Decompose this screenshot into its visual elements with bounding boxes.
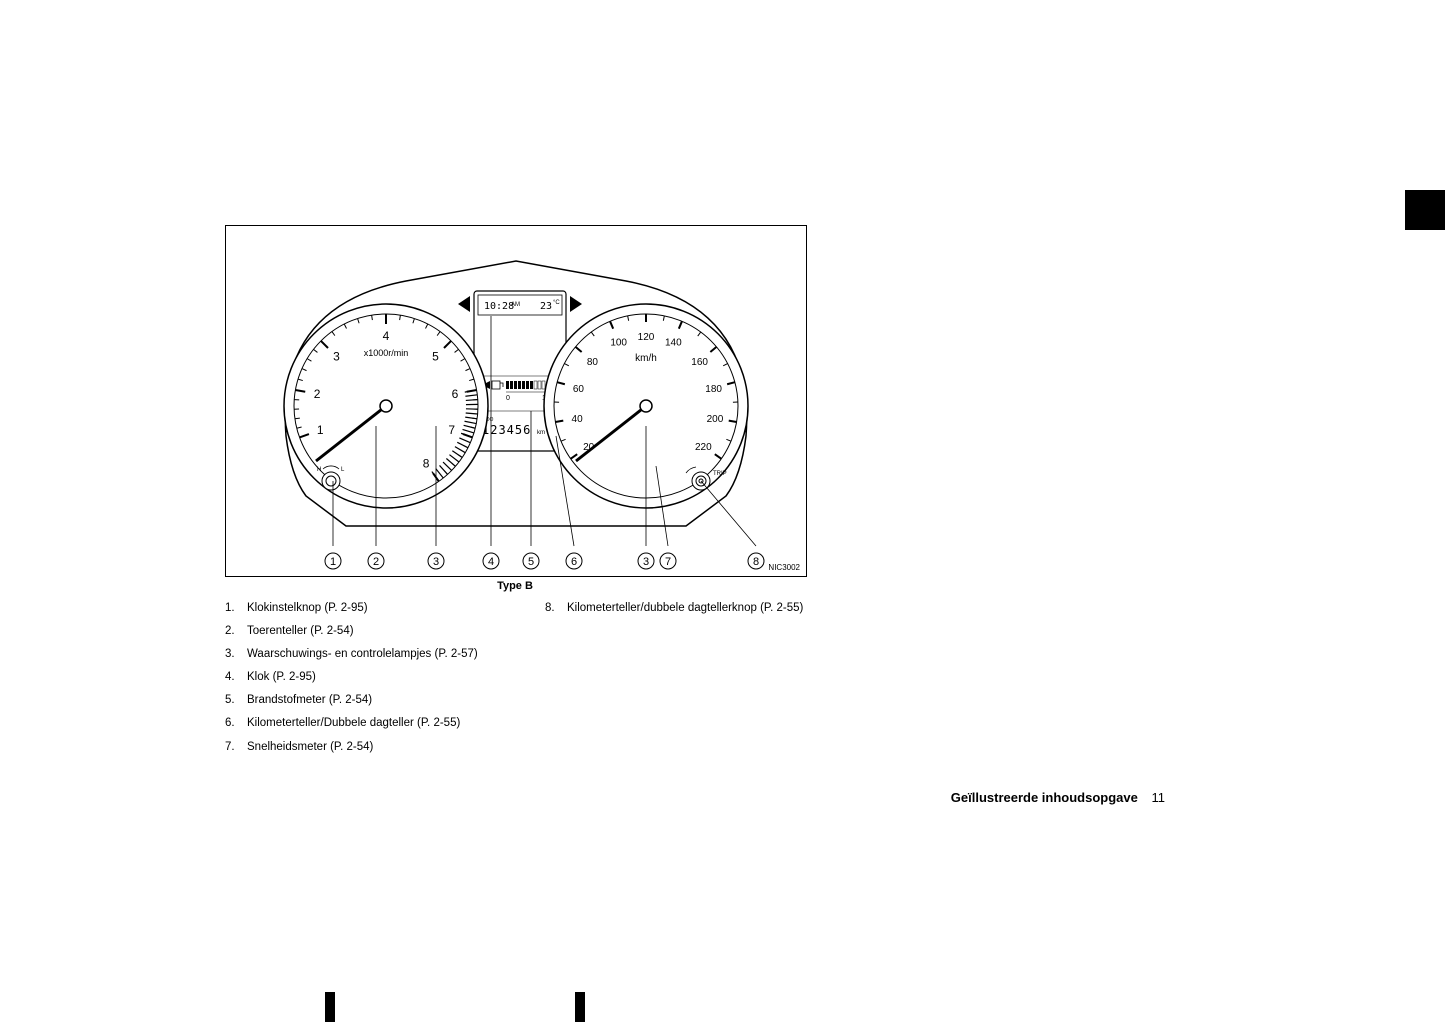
section-tab [1405,190,1445,230]
legend-text: Klokinstelknop (P. 2-95) [247,600,368,616]
fuel-zero: 0 [506,395,510,402]
legend-text: Kilometerteller/dubbele dagtellerknop (P… [567,600,803,616]
legend-text: Klok (P. 2-95) [247,669,316,685]
left-turn-arrow-icon [458,296,470,312]
legend-text: Snelheidsmeter (P. 2-54) [247,739,373,755]
legend-number: 1. [225,600,247,616]
svg-text:5: 5 [528,556,534,568]
svg-text:5: 5 [432,350,439,364]
svg-text:7: 7 [665,556,671,568]
odo-unit: km [537,430,545,436]
legend-item: 1.Klokinstelknop (P. 2-95) [225,600,525,616]
svg-text:8: 8 [753,556,759,568]
svg-text:2: 2 [314,387,321,401]
cluster-svg: 10:28 AM 23 °C [226,226,806,576]
svg-text:140: 140 [665,338,682,349]
svg-text:1: 1 [317,423,324,437]
svg-text:6: 6 [452,387,459,401]
trip-label: TRIP [713,471,727,477]
legend-number: 8. [545,600,567,616]
legend-column-2: 8.Kilometerteller/dubbele dagtellerknop … [545,600,845,762]
svg-text:H: H [317,467,321,473]
speed-unit: km/h [635,353,657,364]
clock-ampm: AM [511,302,520,308]
temp-text: 23 [540,301,552,312]
svg-text:100: 100 [610,338,627,349]
svg-text:4: 4 [383,329,390,343]
right-turn-arrow-icon [570,296,582,312]
legend-item: 6.Kilometerteller/Dubbele dagteller (P. … [225,715,525,731]
svg-text:160: 160 [691,357,708,368]
legend-item: 5.Brandstofmeter (P. 2-54) [225,692,525,708]
legend-text: Brandstofmeter (P. 2-54) [247,692,372,708]
svg-text:3: 3 [643,556,649,568]
svg-text:40: 40 [572,414,584,425]
svg-text:8: 8 [423,456,430,470]
legend-column-1: 1.Klokinstelknop (P. 2-95)2.Toerenteller… [225,600,525,762]
svg-text:120: 120 [638,332,655,343]
svg-text:2: 2 [373,556,379,568]
crop-mark [575,992,585,1022]
legend-number: 5. [225,692,247,708]
svg-text:200: 200 [707,414,724,425]
svg-text:3: 3 [433,556,439,568]
svg-text:80: 80 [587,357,599,368]
legend-text: Kilometerteller/Dubbele dagteller (P. 2-… [247,715,460,731]
tach-unit: x1000r/min [364,348,409,358]
figure-caption: Type B [225,580,805,592]
svg-text:4: 4 [488,556,494,568]
svg-text:1: 1 [330,556,336,568]
page-footer: Geïllustreerde inhoudsopgave 11 [951,790,1165,805]
svg-text:60: 60 [573,384,585,395]
legend-number: 4. [225,669,247,685]
legend-number: 3. [225,646,247,662]
svg-text:180: 180 [705,384,722,395]
legend-item: 7.Snelheidsmeter (P. 2-54) [225,739,525,755]
legend-item: 3.Waarschuwings- en controlelampjes (P. … [225,646,525,662]
legend-text: Toerenteller (P. 2-54) [247,623,354,639]
tachometer-gauge: 12345678 x1000r/min H L [284,304,488,508]
legend-number: 2. [225,623,247,639]
odo-value: 123456 [482,423,531,437]
legend-number: 6. [225,715,247,731]
footer-page: 11 [1152,790,1166,805]
page: 10:28 AM 23 °C [0,0,1445,1022]
legend-list: 1.Klokinstelknop (P. 2-95)2.Toerenteller… [225,600,845,762]
temp-unit: °C [553,300,560,306]
legend-text: Waarschuwings- en controlelampjes (P. 2-… [247,646,478,662]
svg-text:6: 6 [571,556,577,568]
svg-text:7: 7 [448,423,455,437]
crop-mark [325,992,335,1022]
legend-number: 7. [225,739,247,755]
instrument-cluster-figure: 10:28 AM 23 °C [225,225,807,577]
svg-text:3: 3 [333,350,340,364]
svg-text:220: 220 [695,442,712,453]
legend-item: 8.Kilometerteller/dubbele dagtellerknop … [545,600,845,616]
footer-section: Geïllustreerde inhoudsopgave [951,790,1138,805]
clock-text: 10:28 [484,301,514,312]
legend-item: 4.Klok (P. 2-95) [225,669,525,685]
legend-item: 2.Toerenteller (P. 2-54) [225,623,525,639]
figure-code: NIC3002 [768,563,800,572]
